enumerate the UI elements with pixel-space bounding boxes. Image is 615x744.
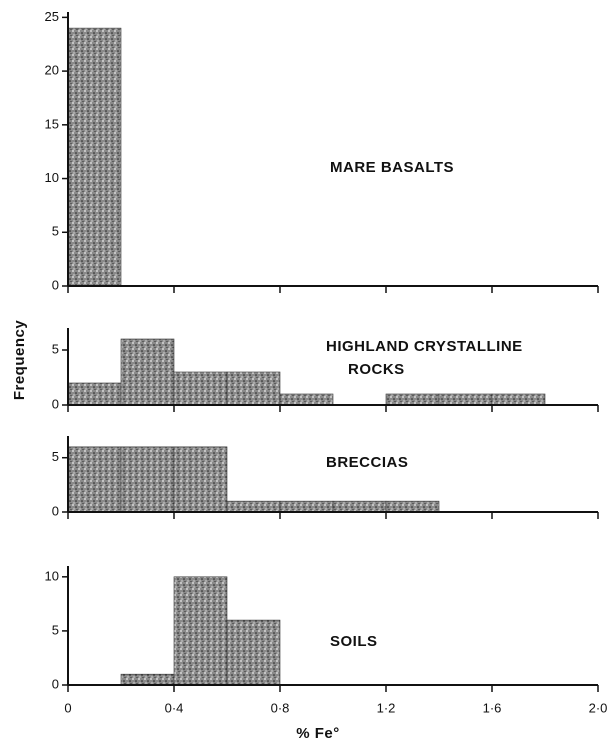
- histogram-bar: [67, 446, 122, 513]
- x-tick-label: 0: [64, 700, 71, 715]
- x-tick-label: 0·4: [165, 700, 184, 715]
- histogram-bar: [226, 500, 281, 513]
- y-tick-label: 0: [52, 396, 59, 411]
- y-tick-label: 0: [52, 503, 59, 518]
- panel-title: MARE BASALTS: [330, 159, 454, 176]
- y-tick-label: 10: [45, 568, 59, 583]
- y-tick-label: 25: [45, 9, 59, 24]
- x-tick-label: 2·0: [589, 700, 608, 715]
- histogram-bar: [332, 500, 387, 513]
- panel-title: BRECCIAS: [326, 454, 408, 471]
- y-tick-label: 5: [52, 622, 59, 637]
- x-axis-label: % Fe°: [296, 725, 340, 742]
- y-tick-label: 0: [52, 277, 59, 292]
- x-tick-label: 1·6: [483, 700, 502, 715]
- histogram-bar: [120, 446, 175, 513]
- histogram-bar: [438, 393, 493, 406]
- y-tick-label: 15: [45, 116, 59, 131]
- histogram-bar: [120, 338, 175, 406]
- histogram-bar: [173, 371, 228, 406]
- histogram-bar: [173, 446, 228, 513]
- y-axis-label: Frequency: [11, 320, 28, 401]
- panel-title: HIGHLAND CRYSTALLINE: [326, 338, 523, 355]
- y-tick-label: 0: [52, 676, 59, 691]
- histogram-bar: [67, 27, 122, 287]
- y-tick-label: 20: [45, 63, 59, 78]
- histogram-bar: [226, 619, 281, 686]
- histogram-bar: [120, 673, 175, 686]
- y-tick-label: 5: [52, 449, 59, 464]
- histogram-bar: [226, 371, 281, 406]
- histogram-bar: [279, 393, 334, 406]
- y-tick-label: 5: [52, 224, 59, 239]
- panel-title: ROCKS: [348, 361, 405, 378]
- y-tick-label: 5: [52, 341, 59, 356]
- panel-title: SOILS: [330, 633, 378, 650]
- histogram-bar: [173, 576, 228, 686]
- histogram-bar: [491, 393, 546, 406]
- histogram-bar: [279, 500, 334, 513]
- x-tick-label: 0·8: [271, 700, 290, 715]
- histogram-bar: [385, 500, 440, 513]
- x-tick-label: 1·2: [377, 700, 396, 715]
- histogram-bar: [385, 393, 440, 406]
- histogram-bar: [67, 382, 122, 406]
- y-tick-label: 10: [45, 170, 59, 185]
